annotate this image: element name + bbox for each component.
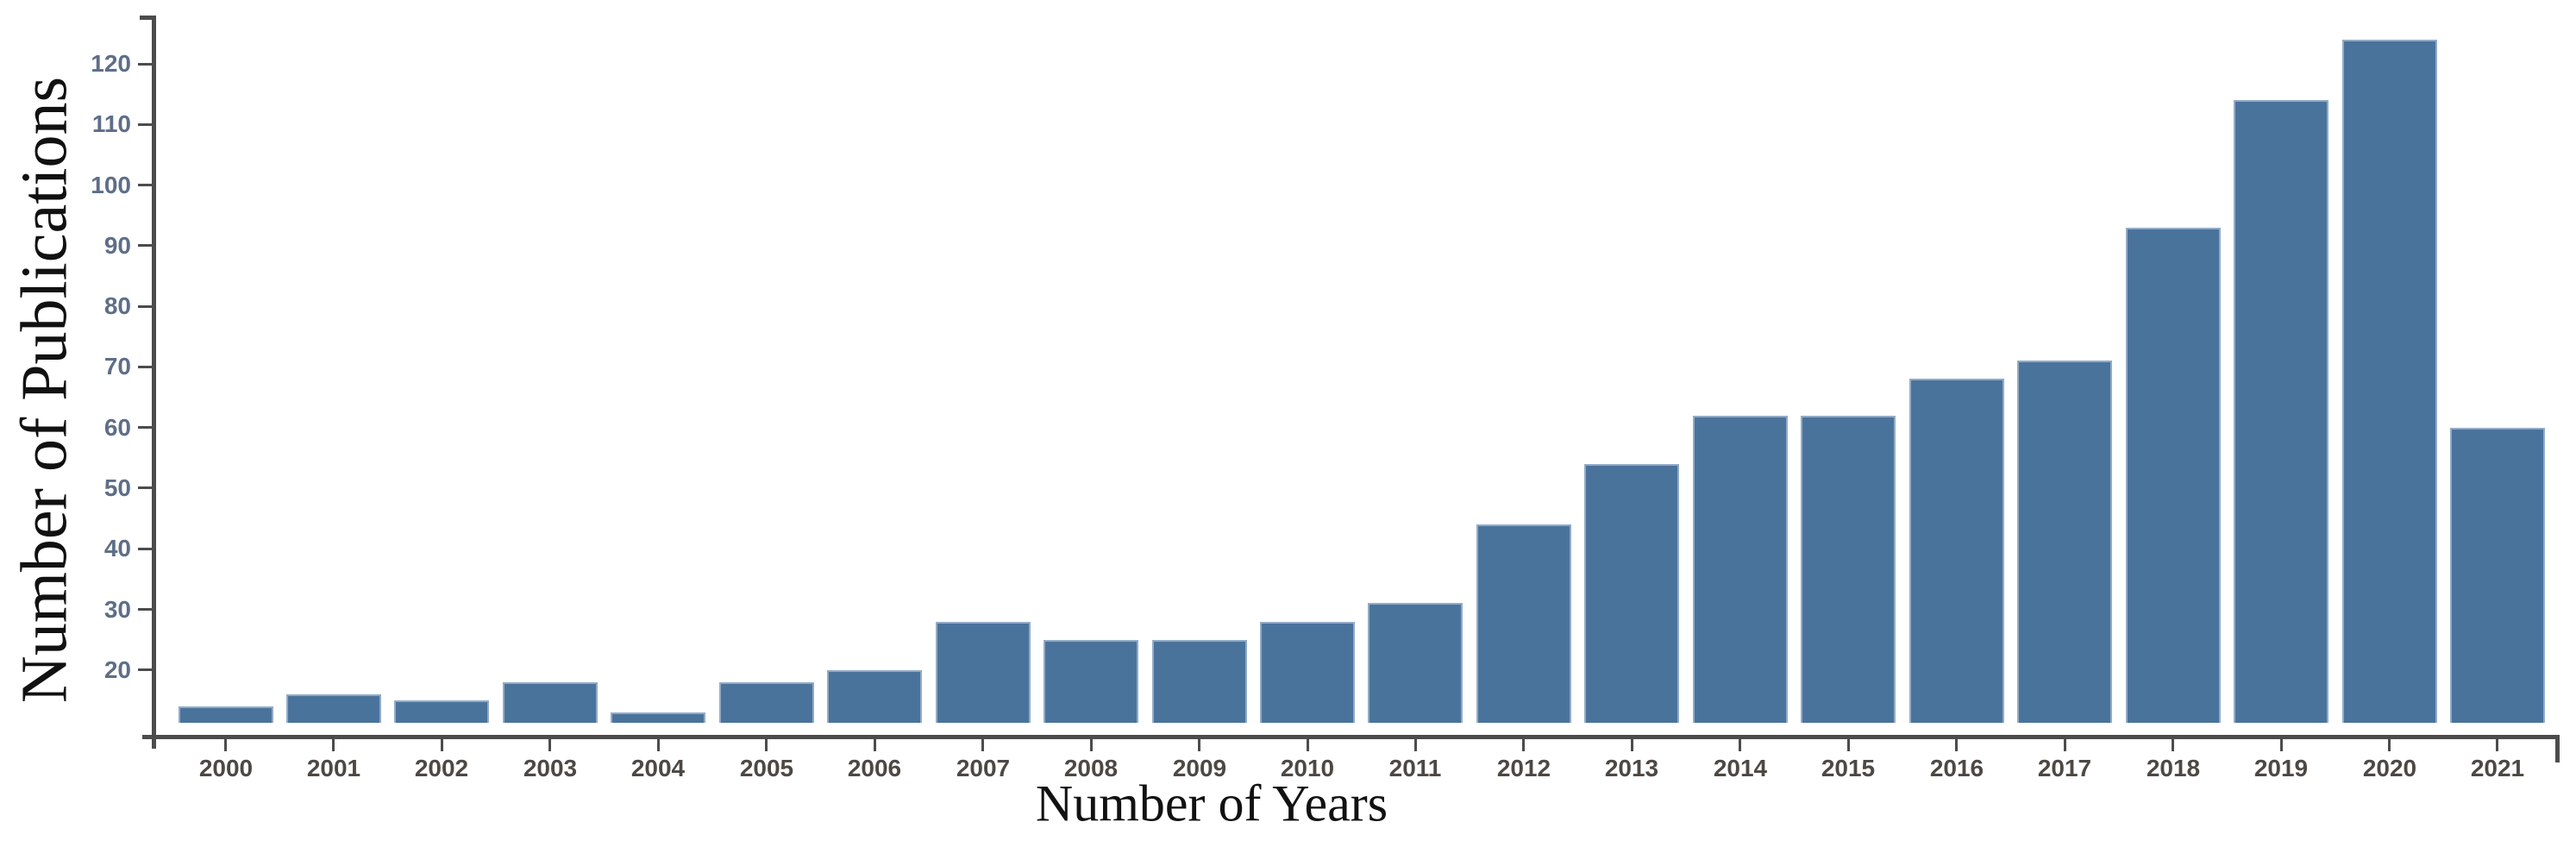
y-tick-label: 20	[103, 656, 131, 683]
x-tick-label: 2002	[414, 755, 469, 781]
x-tick	[2280, 739, 2283, 751]
bar-2020	[2342, 40, 2437, 723]
x-tick	[765, 739, 768, 751]
y-tick-label: 100	[91, 172, 131, 198]
y-tick-label: 80	[103, 292, 131, 319]
x-tick-label: 2019	[2253, 755, 2309, 781]
bar-2010	[1260, 622, 1355, 723]
y-tick-label: 30	[103, 596, 131, 623]
x-tick	[332, 739, 335, 751]
x-tick-label: 2012	[1496, 755, 1551, 781]
x-tick	[2064, 739, 2066, 751]
x-tick	[1198, 739, 1200, 751]
bar-2012	[1476, 524, 1571, 723]
x-tick-label: 2018	[2146, 755, 2201, 781]
x-tick	[981, 739, 984, 751]
x-tick-label: 2005	[739, 755, 794, 781]
y-tick	[138, 366, 152, 368]
x-axis-end-cap	[2555, 735, 2560, 762]
x-tick-label: 2011	[1388, 755, 1442, 781]
x-tick	[1739, 739, 1741, 751]
y-tick-label: 70	[103, 353, 131, 380]
y-tick-label: 90	[103, 232, 131, 259]
bar-2021	[2450, 428, 2545, 723]
bar-2004	[611, 712, 705, 723]
y-tick	[138, 608, 152, 611]
y-axis-line	[152, 16, 156, 749]
x-tick-label: 2001	[306, 755, 361, 781]
x-tick-label: 2010	[1280, 755, 1335, 781]
x-tick-label: 2003	[523, 755, 578, 781]
x-axis-title: Number of Years	[1035, 775, 1388, 832]
x-tick-label: 2009	[1172, 755, 1227, 781]
x-tick	[1955, 739, 1958, 751]
x-tick-label: 2017	[2037, 755, 2092, 781]
x-tick-label: 2020	[2362, 755, 2417, 781]
y-tick	[138, 668, 152, 671]
bar-2001	[286, 694, 381, 723]
x-tick-label: 2004	[630, 755, 686, 781]
x-tick-label: 2015	[1821, 755, 1876, 781]
y-tick	[138, 63, 152, 66]
x-tick-label: 2016	[1929, 755, 1984, 781]
bar-2013	[1584, 464, 1679, 723]
x-tick-label: 2013	[1604, 755, 1659, 781]
bar-2015	[1801, 416, 1896, 723]
y-tick-label: 50	[103, 474, 131, 501]
y-axis-end-cap	[140, 16, 152, 20]
x-tick	[1847, 739, 1850, 751]
bar-2019	[2234, 100, 2328, 723]
x-tick	[2172, 739, 2174, 751]
bar-2011	[1368, 603, 1463, 723]
x-tick	[224, 739, 227, 751]
x-tick	[1631, 739, 1633, 751]
bar-2003	[503, 682, 598, 723]
y-tick	[138, 305, 152, 308]
bar-2000	[179, 706, 273, 723]
y-tick	[138, 123, 152, 126]
y-tick-label: 40	[103, 535, 131, 562]
x-tick	[2496, 739, 2498, 751]
bar-2016	[1909, 379, 2004, 723]
y-tick-label: 110	[91, 110, 131, 137]
bar-2009	[1152, 640, 1247, 723]
x-tick-label: 2008	[1063, 755, 1119, 781]
x-tick	[1522, 739, 1525, 751]
x-tick	[1090, 739, 1093, 751]
y-tick	[138, 426, 152, 429]
x-tick-label: 2021	[2470, 755, 2525, 781]
x-tick-label: 2006	[847, 755, 902, 781]
bar-2008	[1044, 640, 1138, 723]
x-tick-label: 2014	[1713, 755, 1768, 781]
x-tick-label: 2000	[198, 755, 254, 781]
y-tick-label: 120	[91, 50, 131, 77]
bar-2005	[719, 682, 814, 723]
bar-2018	[2126, 228, 2221, 723]
bar-2007	[936, 622, 1031, 723]
y-tick-label: 60	[103, 414, 131, 441]
bar-2017	[2017, 361, 2112, 723]
bar-2014	[1693, 416, 1788, 723]
x-tick-label: 2007	[956, 755, 1011, 781]
x-tick	[1307, 739, 1309, 751]
y-tick	[138, 184, 152, 186]
bar-2006	[827, 670, 922, 723]
y-tick	[138, 244, 152, 247]
y-tick	[138, 548, 152, 550]
x-tick	[2388, 739, 2391, 751]
x-tick	[874, 739, 876, 751]
x-axis-line	[142, 735, 2560, 739]
bar-2002	[394, 700, 489, 723]
x-tick	[1414, 739, 1417, 751]
x-tick	[441, 739, 443, 751]
x-tick	[548, 739, 551, 751]
x-tick	[657, 739, 660, 751]
y-tick	[138, 486, 152, 489]
